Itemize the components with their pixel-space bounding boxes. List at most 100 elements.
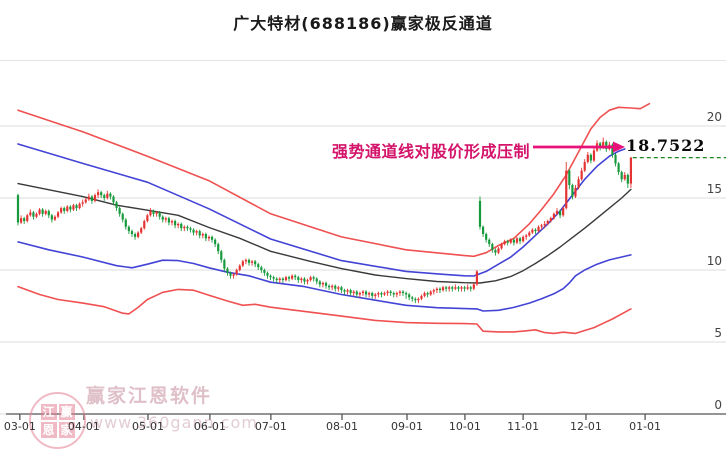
candle-body	[429, 291, 432, 295]
candle-body	[173, 221, 177, 226]
candle-body	[284, 277, 288, 281]
candle-body	[368, 293, 371, 295]
candle-body	[167, 218, 171, 223]
candle-body	[395, 293, 398, 295]
candle-body	[315, 278, 318, 282]
candle-body	[44, 210, 47, 214]
lower_red_channel-line	[17, 285, 632, 335]
candle-body	[100, 192, 103, 196]
y-axis-label: 10	[706, 254, 722, 268]
candle-body	[297, 277, 300, 281]
candle-body	[29, 212, 32, 216]
candle-body	[435, 288, 438, 291]
candle-body	[247, 259, 251, 263]
candle-body	[512, 239, 515, 243]
candle-body	[494, 249, 497, 253]
candle-body	[568, 170, 571, 186]
candle-body	[321, 282, 325, 285]
candle-body	[260, 267, 263, 270]
candle-body	[426, 293, 429, 295]
candle-body	[241, 261, 244, 266]
candle-body	[263, 270, 266, 273]
candle-body	[540, 225, 543, 227]
candle-body	[115, 202, 118, 209]
candle-body	[518, 238, 522, 242]
candle-body	[457, 287, 460, 289]
candle-body	[149, 210, 152, 216]
x-axis-label: 08-01	[326, 420, 358, 433]
candle-body	[377, 293, 380, 295]
candle-body	[605, 141, 608, 150]
candle-body	[130, 231, 134, 234]
candle-body	[371, 293, 374, 296]
candle-body	[620, 172, 623, 180]
candle-body	[69, 206, 72, 210]
candle-body	[229, 272, 232, 276]
candle-body	[343, 290, 346, 292]
candle-body	[312, 277, 315, 279]
title-separator	[0, 60, 726, 61]
candle-body	[629, 157, 633, 184]
candle-body	[358, 293, 361, 295]
candle-body	[170, 221, 174, 223]
candle-body	[195, 231, 198, 233]
candle-body	[164, 218, 167, 220]
candle-body	[275, 278, 278, 281]
candle-body	[623, 174, 626, 180]
candle-body	[506, 241, 509, 243]
candle-body	[515, 238, 519, 243]
candle-body	[546, 221, 549, 224]
candle-body	[386, 291, 389, 294]
candle-body	[93, 195, 97, 201]
candle-body	[414, 298, 417, 301]
candle-body	[146, 215, 149, 222]
candle-body	[53, 216, 57, 220]
x-axis-label: 12-01	[569, 420, 602, 433]
candle-body	[469, 287, 472, 289]
seal-char: 家	[58, 421, 75, 438]
candle-body	[602, 141, 605, 148]
candle-body	[364, 291, 368, 295]
candle-body	[558, 210, 562, 216]
candle-body	[204, 234, 207, 239]
candle-body	[460, 287, 463, 289]
candle-body	[254, 261, 257, 265]
candle-body	[500, 244, 503, 249]
candle-body	[112, 196, 115, 203]
candle-body	[404, 293, 408, 295]
candle-body	[137, 232, 140, 237]
candle-body	[214, 239, 217, 245]
candle-body	[140, 228, 143, 233]
candle-body	[346, 290, 349, 292]
y-axis-label: 20	[706, 110, 722, 124]
candle-body	[118, 208, 121, 214]
x-axis-label: 07-01	[254, 420, 287, 433]
candle-body	[235, 270, 238, 275]
candle-body	[472, 284, 475, 289]
candle-body	[423, 293, 426, 296]
candle-body	[509, 239, 512, 243]
candle-body	[152, 210, 155, 214]
candle-body	[56, 212, 60, 217]
pressure-price-label: 18.7522	[626, 136, 706, 155]
candle-body	[155, 212, 158, 214]
candle-body	[96, 192, 100, 196]
candle-body	[485, 234, 488, 240]
candle-body	[291, 275, 294, 279]
candle-body	[571, 185, 574, 197]
candle-body	[19, 218, 23, 223]
candle-body	[580, 170, 583, 180]
gann-seal-logo: 江 赢 恩 家	[29, 392, 86, 449]
y-axis-label: 0	[714, 398, 722, 412]
candle-body	[334, 285, 337, 289]
candle-body	[127, 226, 130, 232]
middle_black_line-line	[17, 182, 632, 284]
candle-body	[232, 274, 235, 276]
seal-char: 赢	[58, 403, 75, 420]
candle-body	[78, 203, 81, 209]
candle-body	[497, 248, 500, 253]
candle-body	[374, 294, 377, 296]
candle-body	[223, 259, 226, 269]
candle-body	[124, 219, 127, 227]
candle-body	[488, 239, 491, 245]
